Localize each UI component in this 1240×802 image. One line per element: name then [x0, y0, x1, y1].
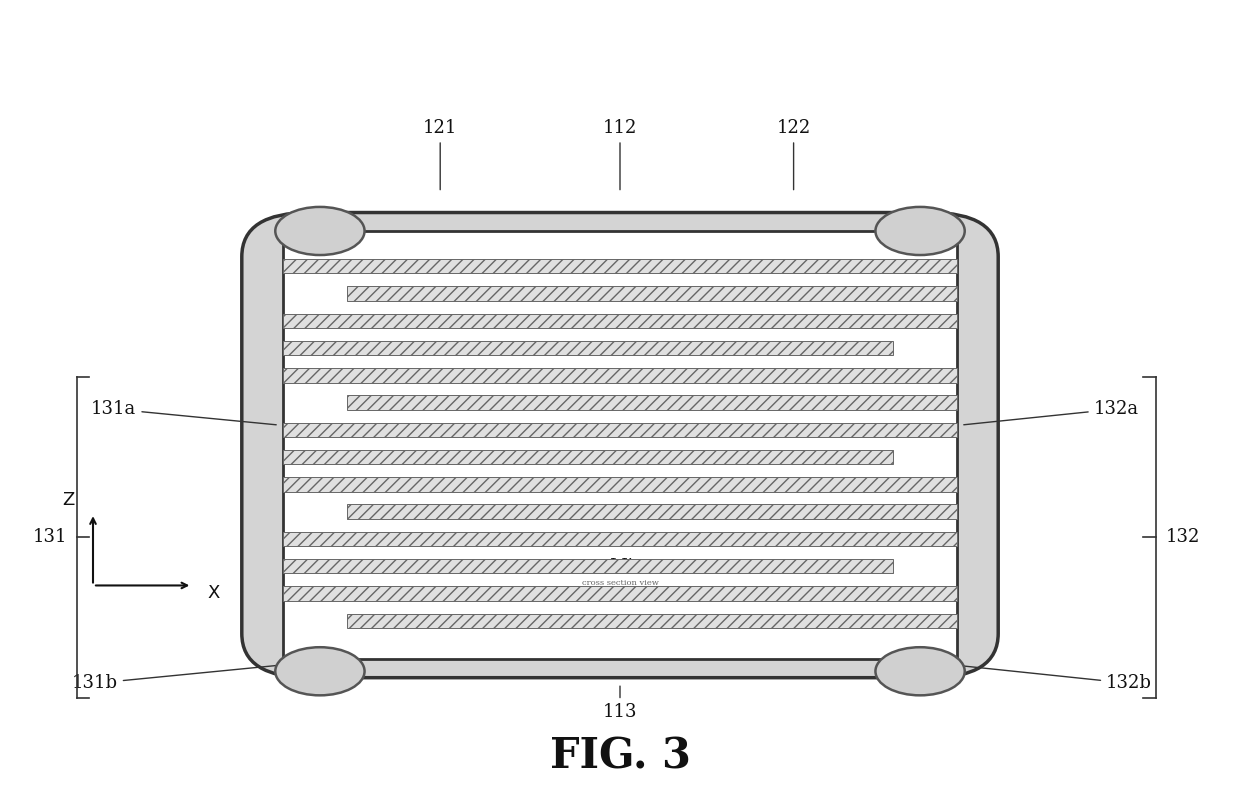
Text: 122: 122	[776, 119, 811, 190]
Text: 131b: 131b	[72, 664, 289, 692]
FancyBboxPatch shape	[347, 504, 957, 519]
FancyBboxPatch shape	[283, 532, 957, 546]
FancyBboxPatch shape	[283, 314, 957, 328]
Text: X: X	[207, 585, 219, 602]
FancyBboxPatch shape	[283, 559, 893, 573]
Ellipse shape	[875, 647, 965, 695]
Ellipse shape	[875, 207, 965, 255]
Text: 112: 112	[603, 119, 637, 190]
Text: FIG. 3: FIG. 3	[549, 736, 691, 778]
Text: 121: 121	[423, 119, 458, 190]
FancyBboxPatch shape	[242, 213, 998, 678]
FancyBboxPatch shape	[283, 368, 957, 383]
Text: 132: 132	[1166, 529, 1200, 546]
FancyBboxPatch shape	[283, 259, 957, 273]
FancyBboxPatch shape	[347, 395, 957, 410]
FancyBboxPatch shape	[283, 477, 957, 492]
Text: 131: 131	[32, 529, 67, 546]
FancyBboxPatch shape	[283, 341, 893, 355]
Text: cross section view: cross section view	[582, 579, 658, 587]
FancyBboxPatch shape	[347, 286, 957, 301]
FancyBboxPatch shape	[283, 450, 893, 464]
FancyBboxPatch shape	[347, 614, 957, 628]
FancyBboxPatch shape	[283, 423, 957, 437]
Text: 113: 113	[603, 686, 637, 721]
FancyBboxPatch shape	[283, 231, 957, 659]
Ellipse shape	[275, 647, 365, 695]
Text: 132b: 132b	[947, 664, 1152, 692]
Text: I-I’: I-I’	[608, 557, 632, 574]
Text: 131a: 131a	[92, 400, 277, 425]
Text: 132a: 132a	[963, 400, 1138, 425]
Ellipse shape	[275, 207, 365, 255]
FancyBboxPatch shape	[283, 586, 957, 601]
Text: Z: Z	[62, 492, 74, 509]
